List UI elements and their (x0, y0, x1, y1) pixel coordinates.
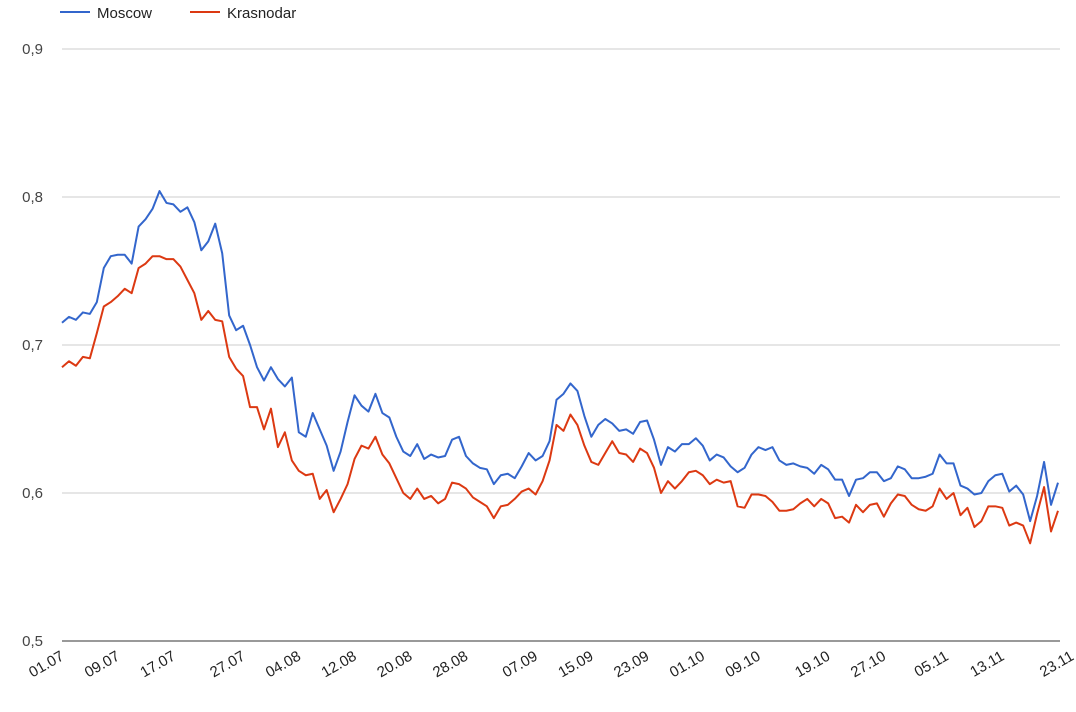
x-tick-label: 04.08 (263, 648, 304, 681)
x-tick-label: 15.09 (555, 648, 596, 681)
x-axis-ticks: 01.07 09.07 17.07 27.07 04.08 12.08 20.08 28.08… (26, 648, 1076, 681)
series-lines (61, 190, 1059, 545)
series-line-krasnodar (61, 255, 1059, 545)
legend-label-moscow: Moscow (97, 5, 152, 22)
x-tick-label: 27.07 (207, 648, 248, 681)
x-tick-label: 09.10 (722, 648, 763, 681)
y-tick-label: 0,8 (22, 189, 43, 206)
legend: Moscow Krasnodar (60, 5, 296, 22)
legend-item-krasnodar[interactable]: Krasnodar (190, 5, 296, 22)
x-tick-label: 27.10 (848, 648, 889, 681)
x-tick-label: 01.07 (26, 648, 67, 681)
x-tick-label: 23.11 (1037, 648, 1076, 681)
legend-item-moscow[interactable]: Moscow (60, 5, 152, 22)
y-tick-label: 0,9 (22, 41, 43, 58)
x-tick-label: 13.11 (967, 648, 1007, 681)
y-tick-label: 0,6 (22, 485, 43, 502)
x-tick-label: 09.07 (82, 648, 123, 681)
y-axis-ticks: 0,5 0,6 0,7 0,8 0,9 (22, 41, 43, 650)
y-tick-label: 0,7 (22, 337, 43, 354)
x-tick-label: 19.10 (792, 648, 833, 681)
x-tick-label: 17.07 (137, 648, 178, 681)
y-tick-label: 0,5 (22, 633, 43, 650)
x-tick-label: 12.08 (319, 648, 360, 681)
x-tick-label: 23.09 (611, 648, 652, 681)
grid-lines (62, 48, 1060, 642)
legend-label-krasnodar: Krasnodar (227, 5, 296, 22)
series-line-moscow (61, 190, 1059, 523)
x-tick-label: 01.10 (667, 648, 708, 681)
x-tick-label: 07.09 (500, 648, 541, 681)
x-tick-label: 05.11 (912, 648, 952, 681)
x-tick-label: 28.08 (430, 648, 471, 681)
x-tick-label: 20.08 (374, 648, 415, 681)
